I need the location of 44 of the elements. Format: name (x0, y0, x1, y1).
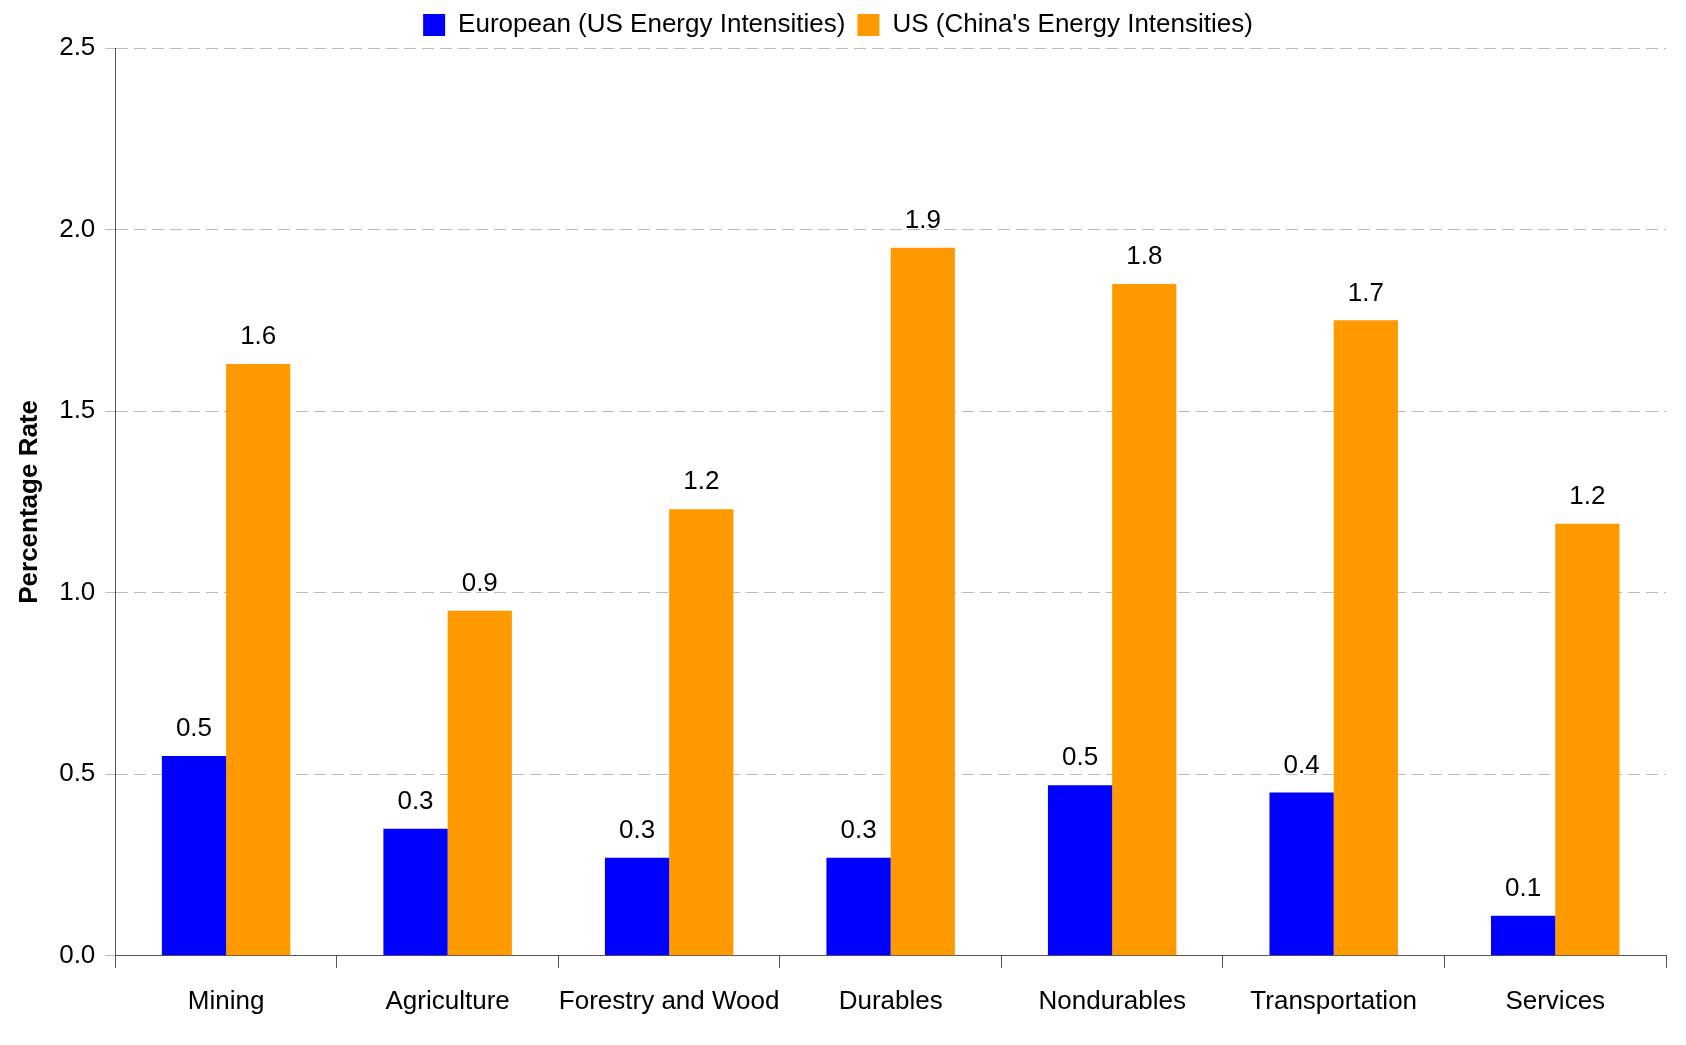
x-tick-label: Transportation (1250, 984, 1418, 1015)
y-tick-label: 0.5 (59, 757, 96, 788)
bar (226, 363, 291, 956)
bar (826, 857, 891, 956)
data-label: 0.3 (840, 813, 877, 844)
x-tick-label: Services (1505, 984, 1606, 1015)
legend-label: European (US Energy Intensities) (458, 8, 846, 39)
x-tick-label: Mining (187, 984, 265, 1015)
data-label: 0.3 (397, 784, 434, 815)
data-label: 1.8 (1126, 240, 1163, 271)
bar (669, 509, 734, 956)
bar (1555, 523, 1620, 956)
bar (604, 857, 670, 956)
bar (890, 247, 955, 956)
bar (1333, 320, 1398, 956)
data-label: 0.5 (1062, 741, 1099, 772)
data-label: 1.2 (1569, 479, 1606, 510)
x-tick-label: Forestry and Wood (558, 984, 780, 1015)
data-label: 0.4 (1283, 748, 1320, 779)
y-tick-label: 2.0 (59, 212, 96, 243)
data-label: 1.2 (683, 465, 720, 496)
data-label: 0.3 (618, 813, 656, 844)
data-label: 0.9 (461, 567, 498, 598)
x-tick-label: Nondurables (1038, 984, 1186, 1015)
bar (383, 828, 448, 956)
bar (1269, 792, 1334, 956)
bar (447, 610, 512, 956)
x-tick-label: Agriculture (385, 984, 510, 1015)
bar (1491, 915, 1556, 956)
data-label: 0.1 (1505, 872, 1542, 903)
x-tick-label: Durables (838, 984, 943, 1015)
data-label: 0.5 (175, 712, 213, 743)
y-tick-label: 0.0 (59, 938, 96, 969)
y-tick-label: 1.0 (59, 575, 96, 606)
bar (161, 756, 227, 956)
y-axis-title: Percentage Rate (12, 400, 43, 604)
data-label: 1.9 (904, 203, 941, 234)
bar (1047, 785, 1113, 956)
data-label: 1.6 (240, 320, 277, 351)
data-label: 1.7 (1347, 276, 1384, 307)
bar (1112, 284, 1177, 956)
y-tick-label: 1.5 (59, 394, 96, 425)
legend-label: US (China's Energy Intensities) (892, 8, 1253, 39)
y-tick-label: 2.5 (59, 31, 96, 62)
